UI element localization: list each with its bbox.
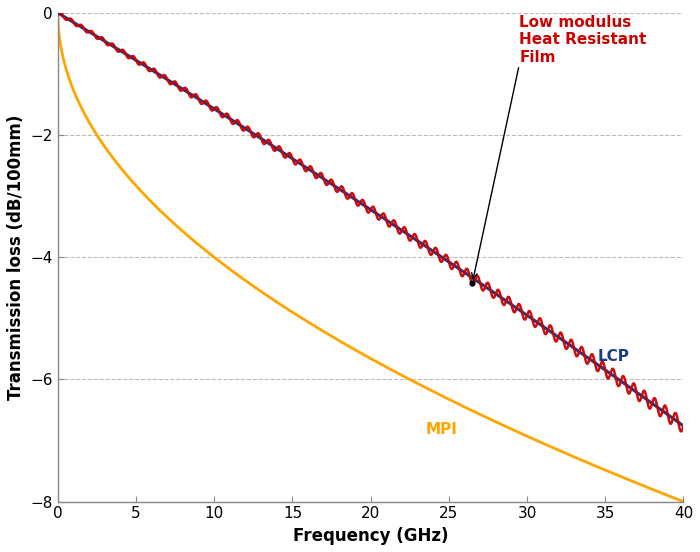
- Text: LCP: LCP: [597, 349, 629, 364]
- X-axis label: Frequency (GHz): Frequency (GHz): [293, 527, 449, 545]
- Y-axis label: Transmission loss (dB/100mm): Transmission loss (dB/100mm): [7, 115, 25, 400]
- Text: Low modulus
Heat Resistant
Film: Low modulus Heat Resistant Film: [519, 15, 647, 65]
- Text: MPI: MPI: [426, 422, 457, 437]
